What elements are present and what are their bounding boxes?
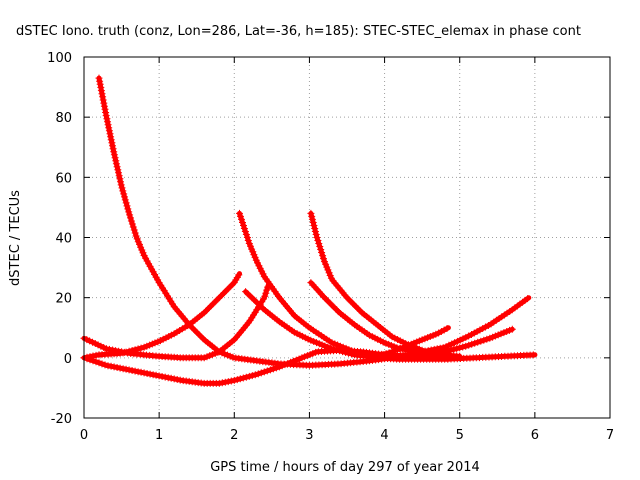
series-line [308,210,440,358]
axis-ticks: 0 1 2 3 4 5 6 7 -20 0 20 40 60 80 100 [47,51,614,443]
series-markers [373,325,451,360]
y-tick-label: 100 [47,51,72,66]
x-tick-label: 6 [531,428,539,443]
series-markers [388,295,532,362]
plot-frame [83,56,611,419]
y-tick-label: 80 [55,111,72,126]
series-arc-1 [95,74,449,369]
x-tick-label: 7 [606,428,614,443]
y-tick-label: -20 [51,412,72,427]
x-tick-label: 2 [230,428,238,443]
series-line [96,75,448,368]
y-axis-label: dSTEC / TECUs [8,190,23,286]
x-tick-label: 0 [80,428,88,443]
y-tick-label: 60 [55,171,72,186]
x-tick-label: 1 [155,428,163,443]
series-markers [95,74,449,369]
series-markers [307,209,441,359]
x-tick-label: 5 [456,428,464,443]
y-tick-label: 40 [55,232,72,247]
x-tick-label: 3 [305,428,313,443]
series-line [81,283,271,361]
series-arc-9 [373,325,451,360]
series-line [237,210,448,361]
series-arc-11 [388,295,532,362]
series-markers [80,283,272,362]
y-tick-label: 0 [64,352,72,367]
x-axis-label: GPS time / hours of day 297 of year 2014 [210,460,480,475]
series-arc-4 [80,283,272,362]
y-tick-label: 20 [55,292,72,307]
chart-title: dSTEC Iono. truth (conz, Lon=286, Lat=-3… [16,24,581,39]
x-tick-label: 4 [380,428,388,443]
data-series [80,74,538,387]
